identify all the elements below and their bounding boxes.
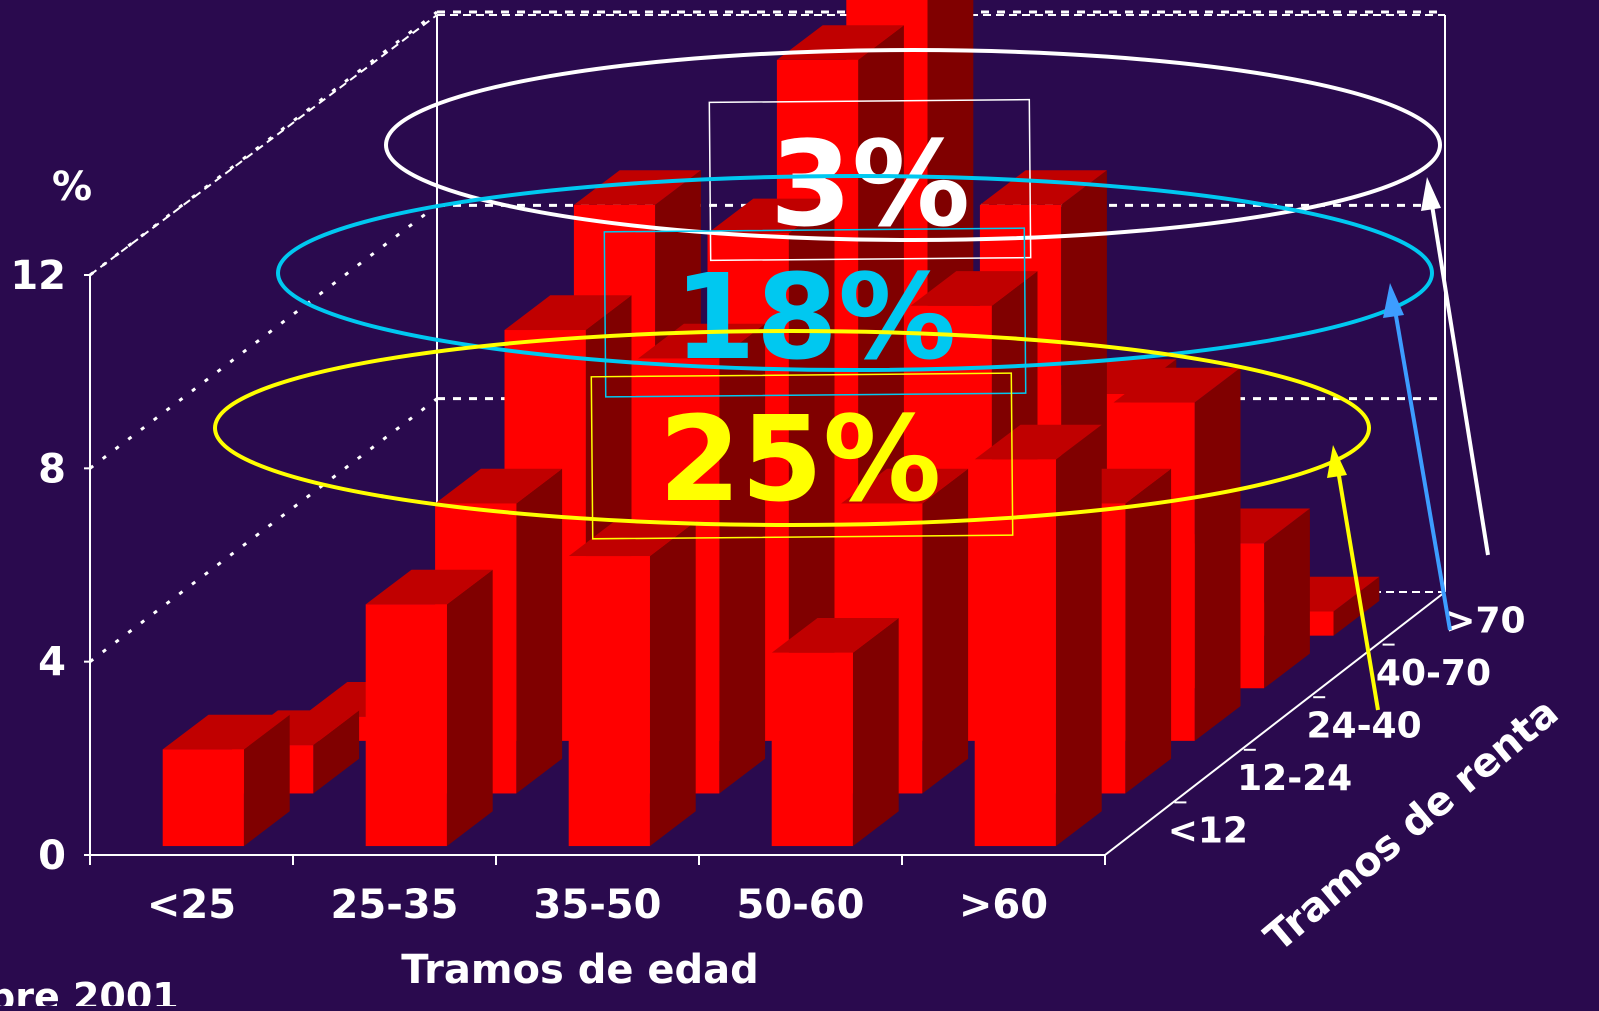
x-tick-label: 50-60 — [737, 882, 865, 928]
bar — [771, 618, 899, 847]
arrow-yellow — [1336, 469, 1380, 711]
x-axis-title: Tramos de edad — [401, 947, 759, 993]
annotation-3-percent: 3% — [770, 115, 970, 253]
y-axis: 0 4 8 12 — [10, 253, 90, 879]
bar-top — [771, 618, 899, 653]
bar-top — [435, 468, 563, 504]
arrow-white-head — [1421, 177, 1441, 211]
arrow-cyan — [1393, 309, 1452, 631]
bar-top — [974, 424, 1102, 460]
y-tick-label: 8 — [38, 446, 66, 492]
annotation-ellipse-cyan — [276, 174, 1434, 372]
annotation-box-cyan — [603, 227, 1027, 398]
depth-tick-label: 24-40 — [1307, 706, 1422, 747]
floor-right-edge — [1104, 591, 1446, 856]
y-tick-label: 12 — [10, 253, 66, 299]
bar-top — [910, 271, 1038, 306]
bar-side — [719, 323, 766, 794]
bar — [162, 714, 290, 847]
bar-side — [788, 198, 835, 741]
y-tick-label: 0 — [38, 833, 66, 879]
depth-axis: <12 12-24 24-40 40-70 >70 — [1168, 600, 1526, 851]
arrow-white — [1430, 204, 1490, 556]
bar-top — [365, 569, 493, 605]
bars — [162, 0, 1380, 847]
bar-top — [1113, 367, 1241, 403]
gridline-side — [89, 204, 438, 470]
annotation-25-percent: 25% — [659, 390, 941, 528]
y-tick-label: 4 — [38, 640, 66, 686]
bar-top — [979, 170, 1107, 205]
bar-side — [649, 521, 696, 847]
annotation-box-yellow — [590, 372, 1014, 540]
depth-tick-label: >70 — [1445, 600, 1525, 641]
arrow-cyan-head — [1383, 283, 1404, 318]
x-tick-label: 25-35 — [331, 882, 459, 928]
depth-tick-label: 40-70 — [1376, 653, 1491, 694]
bar — [365, 569, 493, 847]
bar-side — [1264, 508, 1310, 689]
annotation-18-percent: 18% — [674, 248, 956, 386]
bar-front — [568, 556, 650, 847]
bar-side — [1194, 367, 1241, 741]
bar-top — [504, 295, 632, 330]
side-wall-top-edge — [89, 14, 438, 276]
y-axis-title: % — [52, 164, 92, 210]
x-axis: <25 25-35 35-50 50-60 >60 — [89, 855, 1106, 928]
bar-front — [365, 604, 447, 847]
bar-top — [841, 468, 969, 504]
depth-tick-label: 12-24 — [1237, 758, 1352, 799]
bar — [974, 424, 1102, 847]
bar-top — [573, 170, 701, 205]
bar-front — [771, 652, 853, 847]
x-tick-label: <25 — [147, 882, 236, 928]
x-tick-label: >60 — [959, 882, 1048, 928]
footnote: bre 2001 — [0, 975, 179, 1006]
annotation-ellipse-yellow — [213, 329, 1371, 527]
annotation-ellipse-white — [384, 48, 1442, 242]
bar-front — [974, 459, 1056, 847]
bar-side — [1333, 576, 1380, 636]
bar-side — [516, 468, 563, 794]
bar-side — [1055, 424, 1102, 847]
x-tick-label: 35-50 — [534, 882, 662, 928]
bar-side — [446, 569, 493, 847]
arrow-yellow-head — [1327, 445, 1347, 478]
bar-side — [922, 468, 969, 794]
bar-side — [243, 714, 290, 847]
bar-top — [162, 714, 290, 750]
bar — [568, 521, 696, 847]
bar-front — [162, 749, 244, 847]
bar-top — [707, 198, 835, 234]
depth-tick-label: <12 — [1168, 811, 1248, 852]
annotations: 3% 18% 25% — [213, 48, 1490, 711]
bar-side — [313, 710, 360, 794]
bar-side — [852, 618, 899, 847]
bar-side — [1125, 468, 1172, 794]
